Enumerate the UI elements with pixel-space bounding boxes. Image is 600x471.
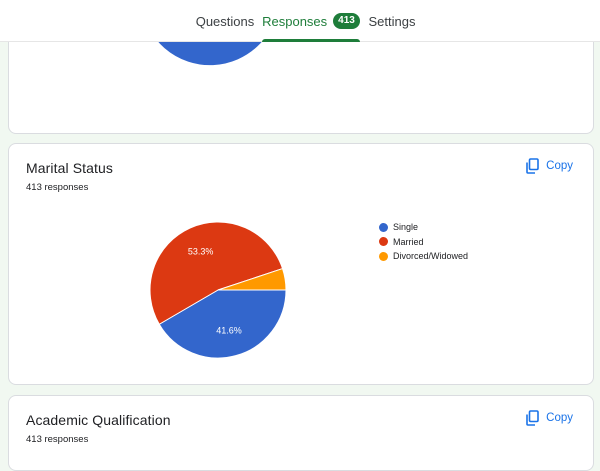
copy-chart-button[interactable]: Copy	[525, 410, 573, 426]
academic-qualification-card: Academic Qualification 413 responses Cop…	[8, 395, 594, 471]
copy-label: Copy	[546, 412, 573, 424]
response-count: 413 responses	[26, 182, 89, 193]
chart-legend: Single Married Divorced/Widowed	[379, 220, 468, 264]
legend-dot-single	[379, 222, 388, 232]
previous-pie-slice-label: 46.5%	[209, 85, 235, 95]
pie-slice-married[interactable]	[149, 221, 284, 325]
tab-responses-label: Responses	[262, 13, 328, 29]
responses-count-badge: 413	[333, 13, 360, 29]
legend-item-married: Married	[379, 235, 468, 250]
tab-questions[interactable]: Questions	[190, 0, 260, 42]
pie-label-married: 53.3%	[188, 247, 214, 257]
previous-pie-chart: 46.5%	[149, 31, 271, 95]
pie-label-single: 41.6%	[216, 326, 242, 336]
marital-status-card: Marital Status 413 responses Copy 41.6% 5…	[8, 143, 594, 385]
question-title: Marital Status	[26, 160, 113, 176]
tab-settings-label: Settings	[368, 13, 416, 29]
legend-dot-divorced-widowed	[379, 251, 388, 261]
tab-responses[interactable]: Responses 413	[262, 0, 360, 42]
marital-pie-chart: 41.6% 53.3%	[149, 221, 287, 359]
tab-settings[interactable]: Settings	[364, 0, 420, 42]
legend-item-single: Single	[379, 220, 468, 235]
copy-icon	[526, 410, 539, 426]
tab-questions-label: Questions	[195, 13, 255, 29]
previous-question-card: 46.5%	[8, 30, 594, 134]
legend-item-divorced-widowed: Divorced/Widowed	[379, 249, 468, 264]
response-count: 413 responses	[26, 434, 89, 445]
active-tab-indicator	[262, 39, 360, 42]
pie-slice-divorced-widowed[interactable]	[217, 267, 287, 291]
legend-label-single: Single	[393, 222, 419, 233]
legend-label-divorced-widowed: Divorced/Widowed	[393, 251, 469, 262]
tab-bar: Questions Responses 413 Settings	[0, 0, 600, 42]
question-title: Academic Qualification	[26, 412, 171, 428]
copy-label: Copy	[546, 160, 573, 172]
pie-slice-single[interactable]	[158, 289, 287, 359]
copy-chart-button[interactable]: Copy	[525, 158, 573, 174]
legend-dot-married	[379, 237, 388, 247]
legend-label-married: Married	[393, 236, 424, 247]
copy-icon	[526, 158, 539, 174]
